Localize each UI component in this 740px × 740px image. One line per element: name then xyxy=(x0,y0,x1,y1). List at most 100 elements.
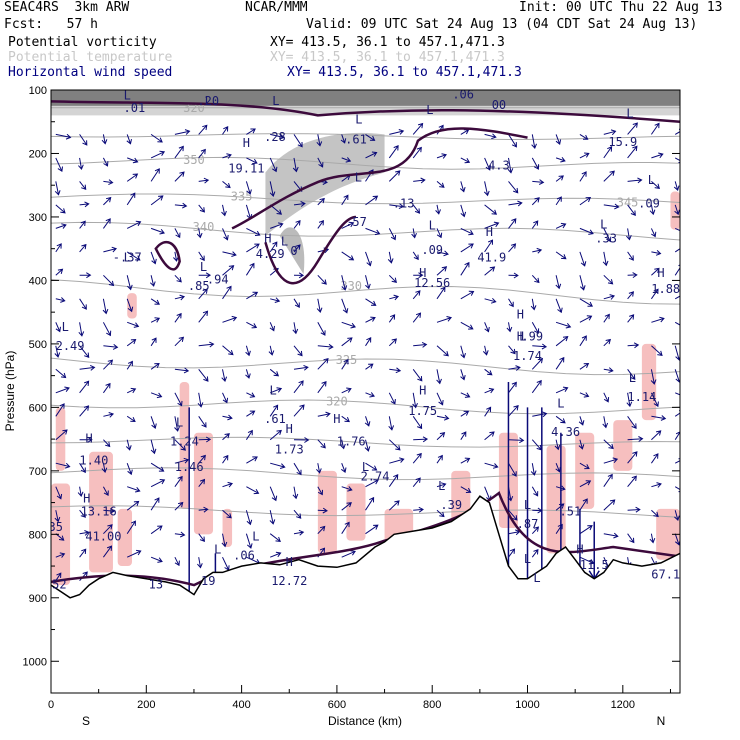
pv-contour xyxy=(264,215,357,285)
wind-arrow xyxy=(627,436,644,442)
wind-arrow xyxy=(627,204,636,216)
wind-arrow xyxy=(673,181,680,191)
wind-arrow xyxy=(55,429,68,441)
wind-arrow xyxy=(460,457,471,464)
pv-extremum-label: 0 xyxy=(290,244,297,258)
wind-arrow xyxy=(412,312,422,323)
theta-label: 335 xyxy=(231,190,253,204)
theta-contour xyxy=(51,193,680,205)
wind-arrow xyxy=(532,507,543,514)
wind-arrow xyxy=(579,152,590,159)
wind-arrow xyxy=(484,239,494,253)
wind-arrow xyxy=(555,275,562,290)
pv-extremum-label: L xyxy=(524,552,531,566)
wind-arrow xyxy=(174,171,185,182)
wind-arrow xyxy=(508,243,517,253)
wind-arrow xyxy=(269,486,278,502)
moist-patch xyxy=(656,508,680,560)
wind-arrow xyxy=(388,392,396,405)
wind-arrow xyxy=(102,157,109,167)
wind-arrow xyxy=(341,550,356,558)
wind-arrow xyxy=(460,410,470,417)
pv-extremum-label: .09 xyxy=(421,243,443,257)
wind-arrow xyxy=(413,272,424,279)
wind-arrow xyxy=(531,134,537,150)
wind-arrow xyxy=(365,151,378,159)
wind-arrow xyxy=(293,364,309,371)
wind-arrow xyxy=(246,128,256,135)
wind-arrow xyxy=(555,222,567,229)
wind-arrow xyxy=(102,545,113,558)
wind-arrow xyxy=(412,122,424,135)
wind-arrow xyxy=(555,251,567,260)
wind-arrow xyxy=(650,392,659,408)
wind-arrow xyxy=(388,474,399,487)
wind-arrow xyxy=(317,380,327,394)
wind-arrow xyxy=(150,195,164,206)
wind-arrow xyxy=(293,509,302,519)
wind-arrow xyxy=(674,248,680,253)
y-tick-label: 100 xyxy=(29,85,47,97)
wind-arrow xyxy=(412,452,422,464)
wind-arrow xyxy=(79,272,92,279)
wind-arrow xyxy=(651,430,662,441)
wind-arrow xyxy=(531,357,544,370)
wind-arrow xyxy=(603,367,614,374)
wind-arrow xyxy=(508,462,517,477)
wind-arrow xyxy=(246,291,259,300)
wind-arrow xyxy=(293,219,301,229)
y-tick-label: 500 xyxy=(29,339,47,351)
wind-arrow xyxy=(103,412,115,418)
wind-arrow xyxy=(388,170,401,182)
wind-arrow xyxy=(436,286,446,300)
wind-arrow xyxy=(365,298,377,306)
wind-arrow xyxy=(198,124,208,135)
wind-arrow xyxy=(603,313,610,323)
wind-arrow xyxy=(317,411,331,418)
wind-arrow xyxy=(341,337,353,347)
wind-arrow xyxy=(555,156,566,163)
wind-arrow xyxy=(245,181,252,195)
wind-arrow xyxy=(196,228,203,239)
wind-arrow xyxy=(102,322,112,337)
moist-patch xyxy=(317,470,337,554)
wind-arrow xyxy=(603,170,615,182)
pv-extremum-label: .61 xyxy=(345,132,367,146)
wind-arrow xyxy=(55,157,63,173)
wind-arrow xyxy=(341,387,352,394)
y-axis-label: Pressure (hPa) xyxy=(3,351,17,432)
wind-arrow xyxy=(222,392,229,404)
wind-arrow xyxy=(365,479,379,488)
field-pv-name: Potential vorticity xyxy=(8,35,157,50)
wind-arrow xyxy=(150,298,160,305)
valid-time: Valid: 09 UTC Sat 24 Aug 13 (04 CDT Sat … xyxy=(306,17,698,32)
wind-arrow xyxy=(222,454,229,464)
wind-arrow xyxy=(530,463,537,476)
wind-arrow xyxy=(627,272,638,279)
moist-patch xyxy=(127,293,137,319)
wind-arrow xyxy=(174,531,186,538)
wind-arrow xyxy=(126,415,136,423)
theta-label: 325 xyxy=(336,353,358,367)
wind-arrow xyxy=(270,551,282,558)
wind-arrow xyxy=(649,204,656,216)
pv-extremum-label: L xyxy=(62,320,69,334)
wind-arrow xyxy=(389,367,402,374)
wind-arrow xyxy=(531,322,540,334)
wind-arrow xyxy=(578,439,585,450)
y-tick-label: 700 xyxy=(29,466,47,478)
wind-arrow xyxy=(436,266,448,276)
wind-arrow xyxy=(412,369,423,382)
wind-arrow xyxy=(174,457,190,464)
wind-arrow xyxy=(579,227,594,235)
pv-extremum-label: L xyxy=(519,330,526,344)
x-tick-label: 600 xyxy=(328,699,346,711)
wind-arrow xyxy=(222,126,229,135)
wind-arrow xyxy=(365,496,375,511)
wind-arrow xyxy=(246,157,258,165)
wind-arrow xyxy=(150,337,157,347)
pv-extremum-label: L xyxy=(272,94,279,108)
theta-contour xyxy=(51,505,680,518)
wind-arrow xyxy=(651,482,662,488)
wind-arrow xyxy=(603,499,616,511)
